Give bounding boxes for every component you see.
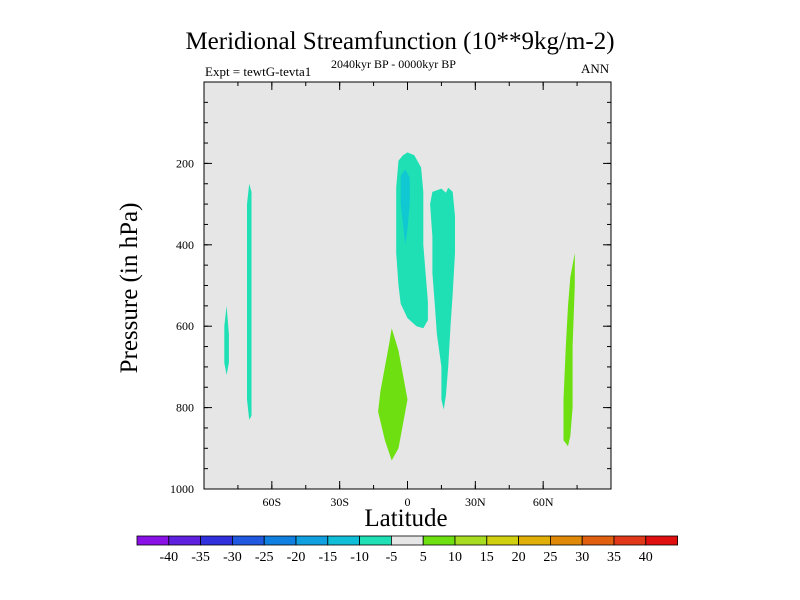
colorbar-swatch (550, 535, 583, 546)
colorbar-swatch (486, 535, 519, 546)
x-tick-label: 60N (533, 495, 554, 509)
time-range-label: 2040kyr BP - 0000kyr BP (331, 57, 456, 71)
colorbar-label: 20 (512, 550, 526, 565)
x-tick-label: 30S (330, 495, 349, 509)
colorbar-swatch (200, 535, 233, 546)
colorbar-swatch (295, 535, 329, 546)
colorbar-label: 35 (607, 550, 621, 565)
colorbar-label: 15 (480, 550, 494, 565)
colorbar-swatch (581, 535, 615, 546)
x-tick-label: 60S (262, 495, 281, 509)
contour-region-south-tropical-positive-cell (378, 328, 408, 461)
colorbar-swatch (327, 535, 360, 546)
experiment-label: Expt = tewtG-tevta1 (205, 64, 312, 79)
colorbar-label: -5 (386, 550, 398, 565)
colorbar-swatch (390, 535, 424, 546)
colorbar-label: -35 (191, 550, 210, 565)
colorbar-label: -10 (350, 550, 369, 565)
colorbar-label: -30 (223, 550, 242, 565)
x-tick-label: 0 (405, 495, 411, 509)
colorbar-swatch (422, 535, 456, 546)
chart-title: Meridional Streamfunction (10**9kg/m-2) (185, 28, 615, 55)
contour-region-north-tropical-cell (430, 187, 455, 410)
colorbar-swatch (359, 535, 392, 546)
colorbar-swatch (613, 535, 647, 546)
season-label: ANN (581, 61, 610, 76)
x-tick-label: 30N (465, 495, 486, 509)
y-tick-label: 400 (176, 238, 194, 252)
colorbar-swatch (454, 535, 488, 546)
colorbar-label: 10 (448, 550, 462, 565)
contour-region-northern-high-lat-cell (563, 252, 575, 447)
colorbar-label: -20 (287, 550, 306, 565)
y-tick-label: 200 (176, 156, 194, 170)
y-tick-label: 1000 (170, 482, 194, 496)
contour-region-tropical-upper-core (400, 169, 410, 245)
colorbar-swatch (136, 535, 170, 546)
colorbar-label: -15 (318, 550, 337, 565)
colorbar-label: -40 (159, 550, 178, 565)
contour-region-southern-high-lat-cell (247, 183, 252, 420)
colorbar-label: 5 (420, 550, 427, 565)
colorbar-swatch (168, 535, 202, 546)
colorbar-swatch (263, 535, 297, 546)
colorbar-label: -25 (255, 550, 274, 565)
colorbar-label: 25 (543, 550, 557, 565)
y-tick-label: 600 (176, 319, 194, 333)
colorbar-swatch (645, 535, 678, 546)
x-axis-label: Latitude (364, 505, 448, 532)
colorbar-label: 40 (639, 550, 653, 565)
contour-region-southern-polar-cell (224, 305, 229, 375)
y-tick-label: 800 (176, 401, 194, 415)
colorbar-swatch (518, 535, 551, 546)
colorbar-swatch (231, 535, 265, 546)
colorbar-label: 30 (575, 550, 589, 565)
